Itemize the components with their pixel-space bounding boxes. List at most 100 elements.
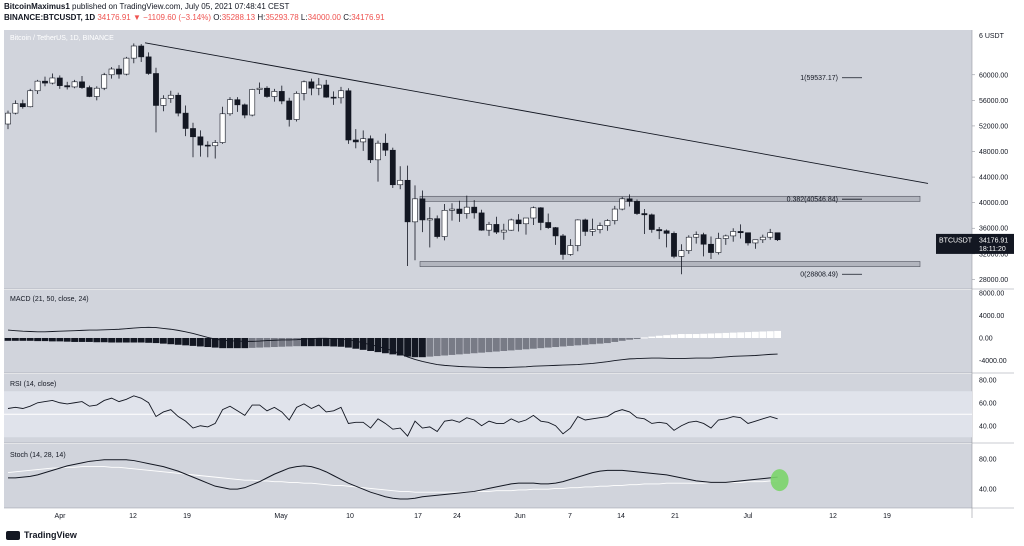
macd-histogram-bar [26, 337, 34, 341]
candle-body [160, 98, 167, 106]
macd-histogram-bar [419, 337, 426, 358]
macd-histogram-bar [278, 337, 286, 347]
candle-body [671, 233, 677, 257]
ohlc-close: 34176.91 [351, 13, 385, 22]
candle-body [500, 229, 507, 233]
macd-histogram-bar [478, 337, 485, 353]
candle-body [301, 81, 307, 94]
candle-body [767, 232, 774, 238]
macd-histogram-bar [359, 337, 367, 350]
last-price-badge [936, 233, 1014, 254]
macd-histogram-bar [715, 333, 722, 338]
macd-histogram-bar [197, 337, 204, 347]
candle-body [101, 74, 108, 89]
author-name[interactable]: BitcoinMaximus1 [4, 2, 70, 11]
price-axis-unit: 6 USDT [979, 33, 1005, 40]
macd-histogram-bar [211, 337, 219, 348]
candle-body [234, 99, 241, 106]
x-axis-label: 7 [568, 513, 572, 520]
ohlc-close-label: C: [343, 13, 352, 22]
candle-body [64, 85, 71, 88]
candle-body [456, 208, 463, 214]
macd-histogram-bar [515, 337, 522, 350]
fib-level-label: 0.382(40546.84) [787, 197, 838, 204]
candle-body [204, 144, 211, 147]
macd-histogram-bar [544, 337, 552, 348]
macd-histogram-bar [552, 337, 559, 348]
candle-body [330, 96, 337, 99]
x-axis-label: 19 [883, 513, 891, 520]
macd-histogram-bar [537, 337, 545, 349]
price-tick-label: 52000.00 [979, 123, 1008, 130]
fib-level-label: 0(28808.49) [800, 272, 838, 279]
candle-body [5, 112, 11, 125]
macd-histogram-bar [123, 337, 130, 343]
candle-body [345, 90, 352, 141]
candle-body [441, 210, 448, 237]
last-price-symbol: BTCUSDT [939, 237, 973, 244]
tradingview-logo-icon [6, 530, 20, 540]
macd-histogram-bar [589, 337, 596, 345]
macd-histogram-bar [182, 337, 189, 346]
macd-histogram-bar [189, 337, 197, 346]
candle-body [271, 91, 278, 97]
x-axis-label: Apr [55, 513, 67, 520]
macd-histogram-bar [34, 337, 41, 342]
ohlc-high-label: H: [257, 13, 266, 22]
candle-body [434, 218, 441, 237]
macd-histogram-bar [322, 337, 330, 347]
x-axis-label: 14 [617, 513, 625, 520]
stoch-k-line [8, 459, 778, 500]
candle-body [397, 179, 404, 186]
macd-tick-label: 4000.00 [979, 313, 1004, 320]
candle-body [256, 87, 263, 90]
macd-histogram-bar [285, 337, 293, 347]
macd-histogram-bar [581, 337, 589, 345]
macd-histogram-bar [226, 337, 234, 349]
support-zone [419, 261, 921, 267]
price-tick-label: 36000.00 [979, 226, 1008, 233]
price-tick-label: 60000.00 [979, 72, 1008, 79]
candle-body [508, 219, 515, 231]
stoch-highlight-ellipse [770, 469, 789, 492]
candle-body [737, 231, 744, 234]
macd-histogram-bar [108, 337, 115, 343]
macd-histogram-bar [678, 334, 685, 338]
macd-histogram-bar [604, 337, 611, 344]
candle-body [589, 229, 596, 232]
price-change: ▼ −1109.60 (−3.14%) [132, 13, 212, 22]
macd-histogram-bar [167, 337, 175, 345]
candle-body [286, 100, 293, 120]
macd-line [7, 326, 778, 369]
pane-bg-stoch [4, 444, 972, 508]
pane-bg-price [4, 30, 972, 289]
price-tick-label: 40000.00 [979, 200, 1008, 207]
candle-body [153, 73, 159, 106]
macd-histogram-bar [522, 337, 530, 350]
macd-histogram-bar [308, 337, 315, 347]
macd-tick-label: -4000.00 [979, 358, 1007, 365]
candle-body [308, 81, 315, 89]
macd-histogram-bar [441, 337, 448, 356]
candle-body [278, 91, 285, 102]
stoch-tick-label: 40.00 [979, 487, 997, 494]
last-price: 34176.91 [97, 13, 131, 22]
macd-histogram-bar [86, 337, 93, 342]
candle-body [715, 238, 722, 253]
candle-body [626, 198, 633, 202]
candle-body [449, 208, 455, 211]
macd-histogram-bar [411, 337, 419, 358]
candle-body [197, 136, 204, 146]
tradingview-logo[interactable]: TradingView [6, 530, 77, 540]
candle-body [182, 112, 189, 129]
macd-histogram-bar [204, 337, 212, 348]
candle-body [678, 250, 685, 257]
macd-tick-label: 0.00 [979, 335, 993, 342]
candle-body [722, 235, 729, 239]
symbol-interval: BINANCE:BTCUSDT, 1D [4, 13, 96, 22]
macd-histogram-bar [174, 337, 182, 345]
candle-body [412, 198, 418, 223]
macd-histogram-bar [248, 337, 256, 348]
macd-histogram-bar [707, 333, 715, 338]
